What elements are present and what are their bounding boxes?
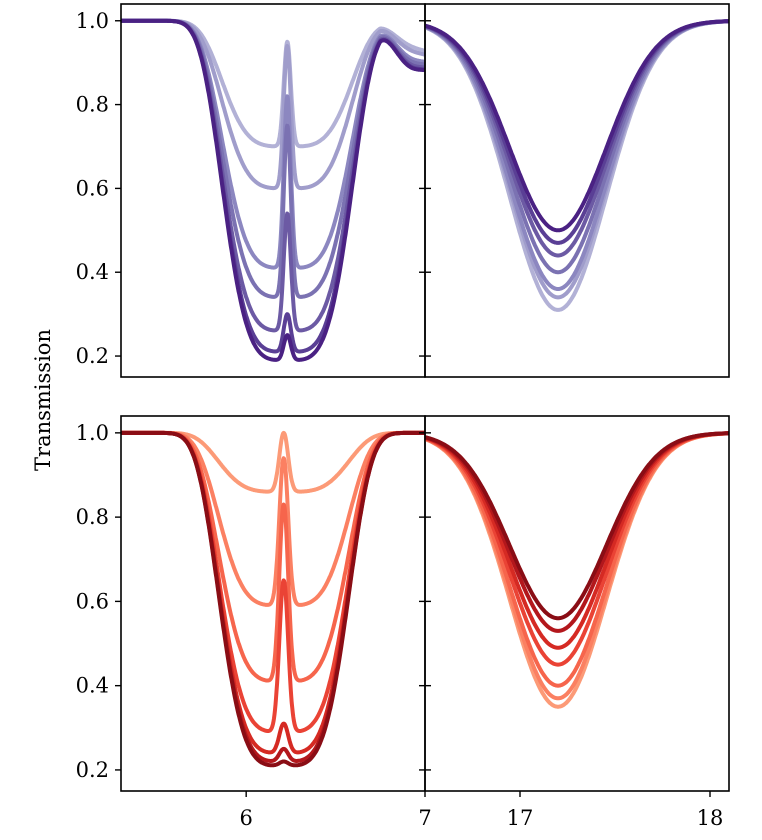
x-tick-label: 7: [418, 806, 431, 830]
series-line-s4: [121, 430, 425, 733]
x-tick-label: 18: [697, 806, 724, 830]
panel-top-left: 0.2 0.4 0.6 0.8 1.0: [76, 3, 426, 378]
series-line-s5: [425, 19, 729, 258]
y-tick-label: 0.4: [76, 674, 109, 698]
x-tick-label: 6: [239, 806, 252, 830]
x-tick-label: 17: [507, 806, 534, 830]
y-tick-label: 0.4: [76, 260, 109, 284]
panel-bottom-left: 0.2 0.4 0.6 0.8 1.0 6 7: [76, 415, 432, 830]
y-tick-label: 1.0: [76, 421, 109, 445]
y-tick-label: 0.2: [76, 758, 109, 782]
y-tick-label: 0.8: [76, 93, 109, 117]
y-tick-label: 0.8: [76, 505, 109, 529]
axes-frame: [424, 415, 730, 792]
series-group: [425, 431, 729, 709]
series-line-s7: [121, 18, 425, 362]
series-group: [121, 430, 425, 768]
y-tick-label: 0.2: [76, 344, 109, 368]
series-group: [121, 18, 425, 362]
series-line-s3: [121, 18, 425, 270]
y-axis-label: Transmission: [31, 329, 55, 471]
series-line-s2: [121, 430, 425, 607]
series-line-s7: [425, 19, 729, 233]
y-tick-label: 0.6: [76, 589, 109, 613]
axes-frame: [424, 3, 730, 378]
panel-top-right: [424, 3, 730, 378]
y-tick-label: 1.0: [76, 9, 109, 33]
series-line-s7: [121, 430, 425, 768]
series-line-s7: [425, 431, 729, 621]
y-tick-label: 0.6: [76, 176, 109, 200]
series-line-s6: [425, 19, 729, 245]
series-group: [425, 19, 729, 312]
series-line-s4: [121, 18, 425, 299]
axes-frame: [120, 3, 426, 378]
series-line-s3: [121, 430, 425, 683]
panel-bottom-right: 17 18: [424, 415, 730, 830]
series-line-s5: [121, 18, 425, 333]
